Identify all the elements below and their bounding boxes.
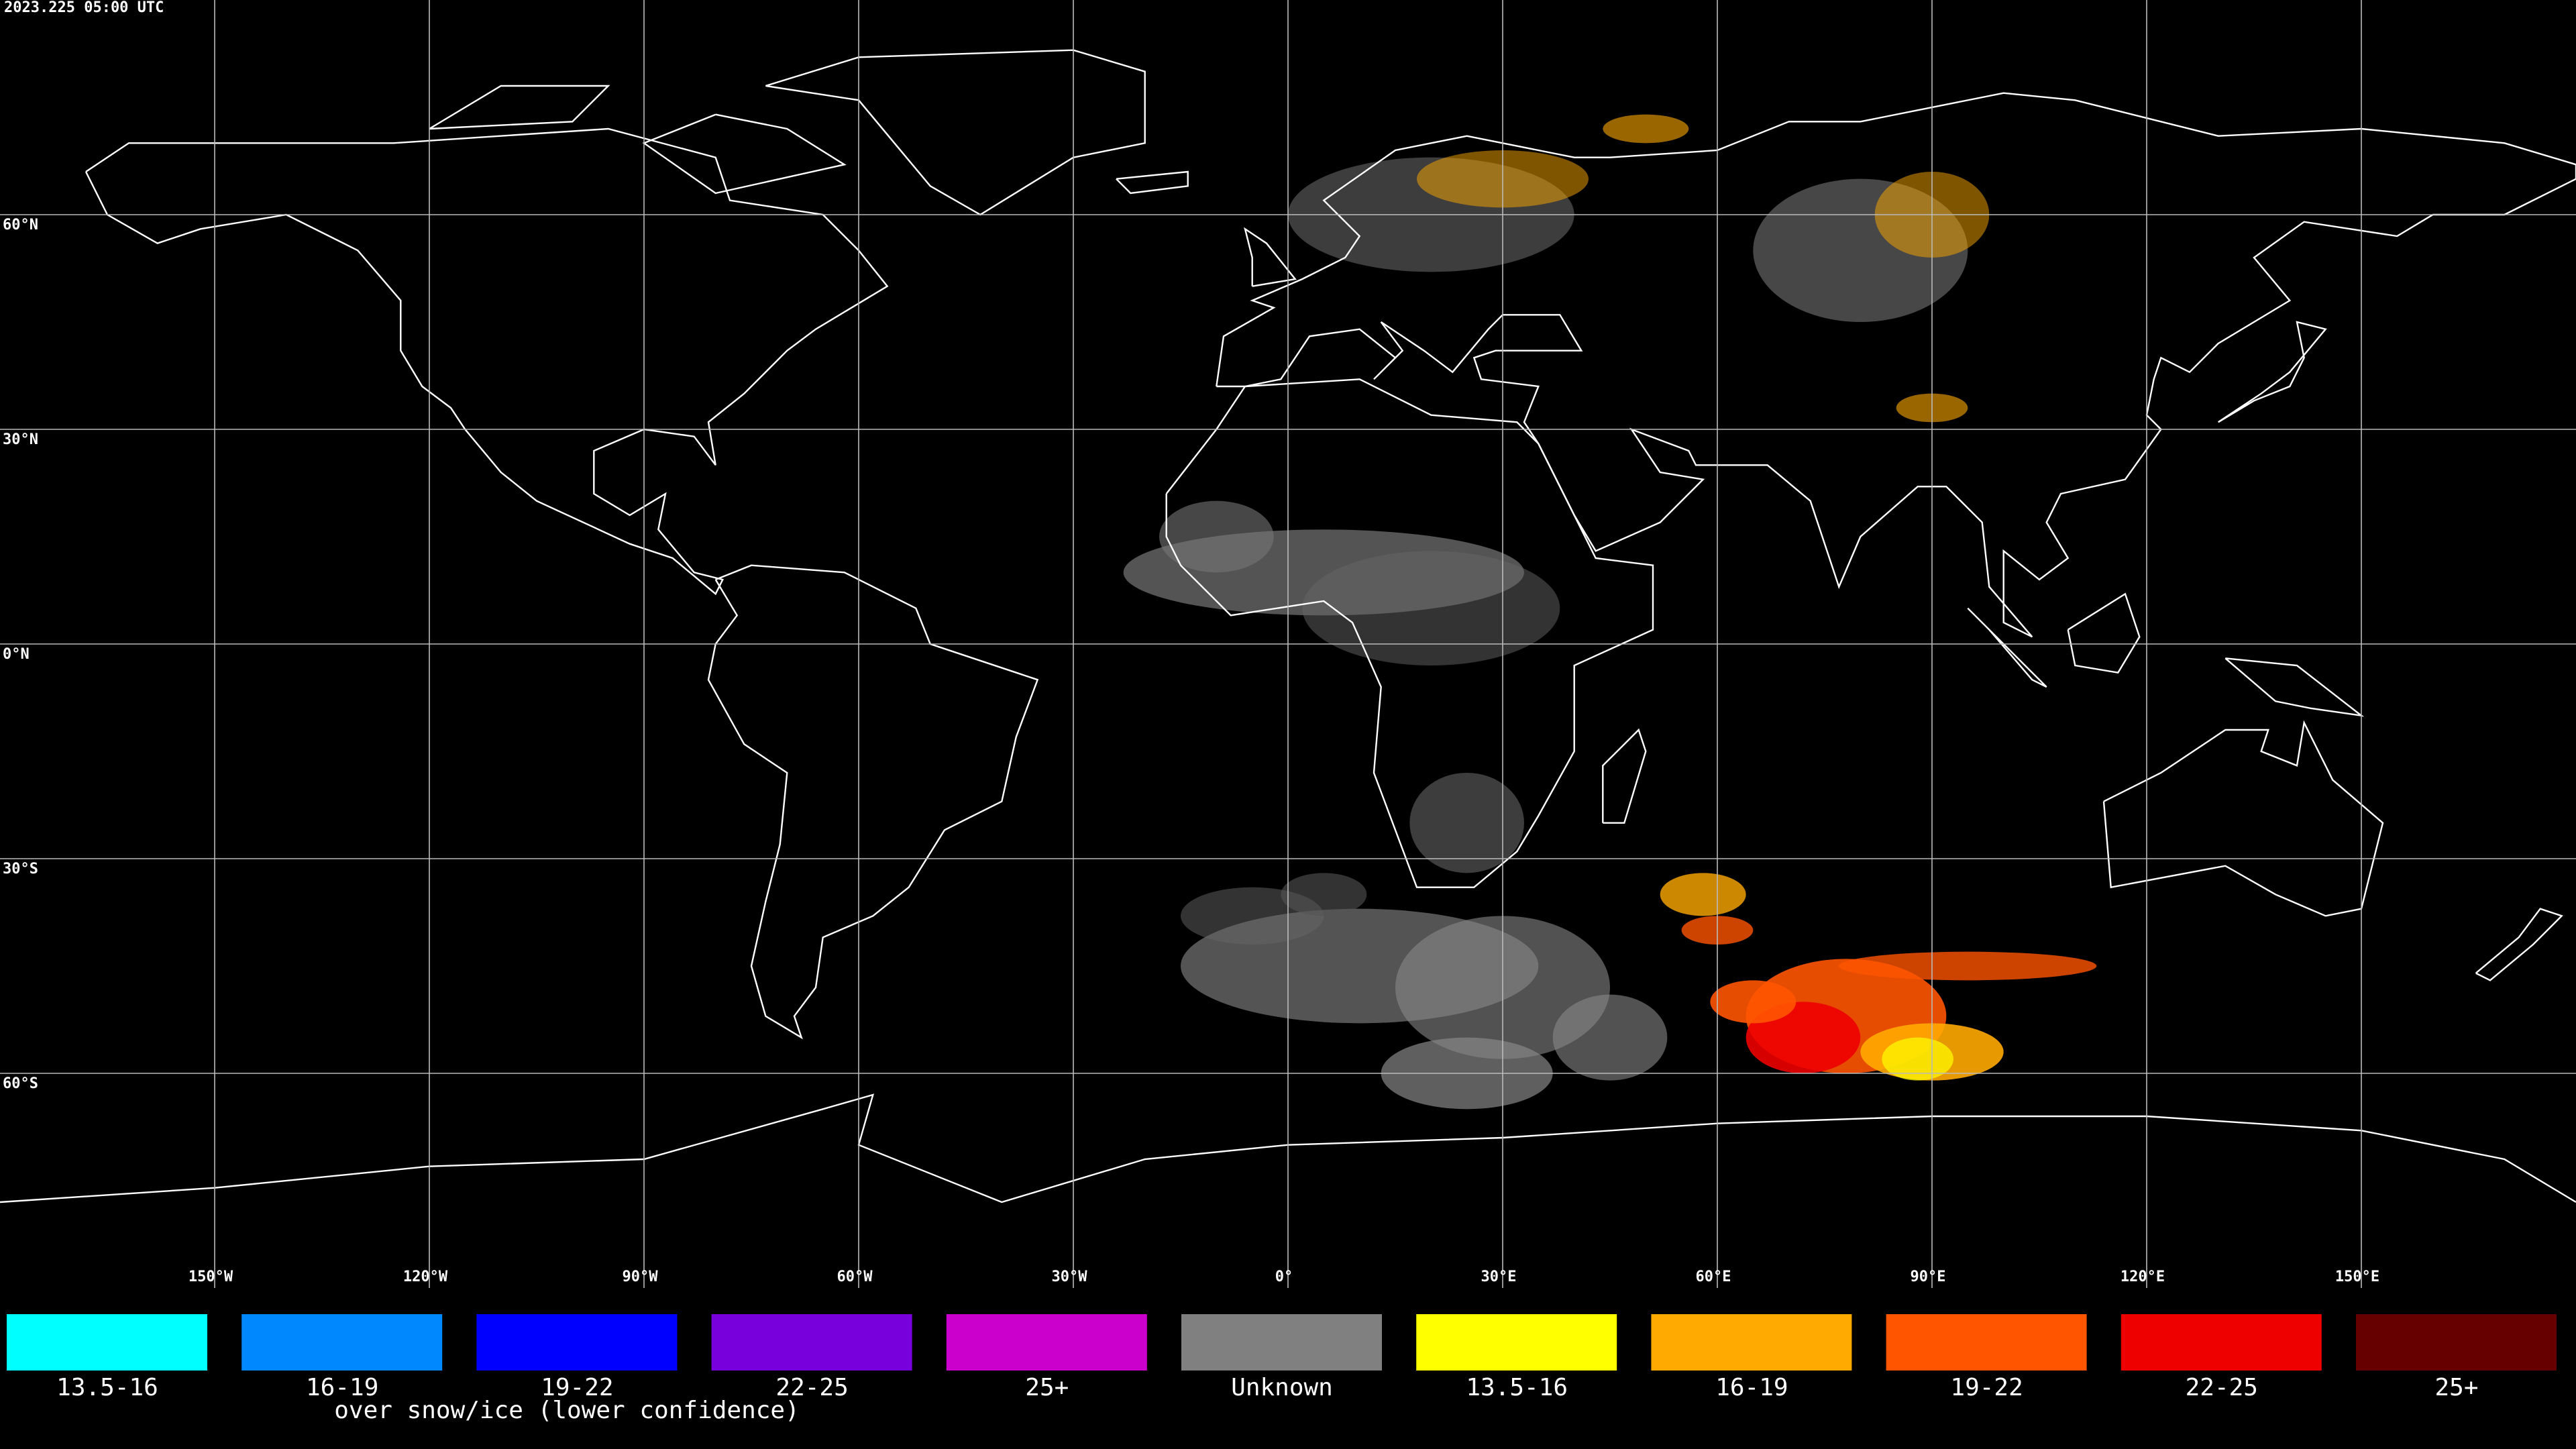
legend-label: 19-22 bbox=[541, 1374, 613, 1401]
legend-swatch bbox=[1886, 1314, 2087, 1371]
cloud-patch bbox=[1882, 1037, 1954, 1081]
cloud-patch bbox=[1603, 114, 1689, 144]
coastline bbox=[642, 113, 847, 195]
legend-label: 22-25 bbox=[775, 1374, 848, 1401]
legend-label: 13.5-16 bbox=[1466, 1374, 1568, 1401]
longitude-label: 150°W bbox=[189, 1269, 233, 1285]
coastline bbox=[429, 85, 610, 130]
coastline bbox=[2102, 720, 2384, 917]
longitude-label: 30°E bbox=[1481, 1269, 1517, 1285]
legend-label: 13.5-16 bbox=[56, 1374, 158, 1401]
longitude-label: 0° bbox=[1275, 1269, 1293, 1285]
timestamp: 2023.225 05:00 UTC bbox=[4, 0, 164, 16]
legend-label: 25+ bbox=[2434, 1374, 2478, 1401]
latitude-label: 0°N bbox=[3, 646, 30, 663]
cloud-patch bbox=[1281, 873, 1367, 916]
longitude-label: 90°E bbox=[1911, 1269, 1946, 1285]
legend-swatch bbox=[946, 1314, 1147, 1371]
coastline bbox=[1116, 170, 1189, 195]
coastline bbox=[2067, 592, 2141, 674]
legend-label: 19-22 bbox=[1950, 1374, 2023, 1401]
cloud-patch bbox=[1710, 980, 1796, 1024]
longitude-label: 120°E bbox=[2121, 1269, 2165, 1285]
cloud-patch bbox=[1409, 773, 1525, 873]
legend-note: over snow/ice (lower confidence) bbox=[334, 1397, 800, 1424]
legend-swatch bbox=[1416, 1314, 1617, 1371]
latitude-label: 30°N bbox=[3, 431, 38, 448]
legend-label: Unknown bbox=[1231, 1374, 1333, 1401]
legend-swatch bbox=[7, 1314, 207, 1371]
longitude-label: 90°W bbox=[623, 1269, 659, 1285]
longitude-label: 150°E bbox=[2335, 1269, 2379, 1285]
cloud-patch bbox=[1302, 551, 1560, 666]
legend-swatch bbox=[241, 1314, 443, 1371]
longitude-label: 30°W bbox=[1052, 1269, 1088, 1285]
coastline bbox=[2475, 908, 2563, 981]
cloud-patch bbox=[1159, 500, 1274, 573]
longitude-label: 60°E bbox=[1696, 1269, 1731, 1285]
legend-label: 22-25 bbox=[2186, 1374, 2258, 1401]
legend-swatch bbox=[476, 1314, 678, 1371]
coastline bbox=[2218, 321, 2327, 423]
coastline bbox=[0, 1093, 2576, 1203]
coastline bbox=[2224, 657, 2365, 717]
legend-label: 16-19 bbox=[306, 1374, 378, 1401]
coastline bbox=[85, 127, 889, 596]
coastline bbox=[1602, 728, 1647, 824]
latitude-label: 60°S bbox=[3, 1075, 38, 1092]
longitude-label: 60°W bbox=[837, 1269, 873, 1285]
latitude-label: 60°N bbox=[3, 217, 38, 233]
legend: 13.5-16 16-19 19-22 22-25 25+ Unknown 13.5-16 1… bbox=[7, 1314, 2557, 1424]
latitude-label: 30°S bbox=[3, 861, 38, 877]
legend-label: 25+ bbox=[1025, 1374, 1069, 1401]
legend-swatch bbox=[2121, 1314, 2322, 1371]
cloud-patch bbox=[1660, 873, 1746, 916]
cloud-patch bbox=[1839, 951, 2097, 981]
legend-label: 16-19 bbox=[1715, 1374, 1788, 1401]
legend-swatch bbox=[2356, 1314, 2557, 1371]
coastline bbox=[1165, 378, 1654, 888]
legend-swatch bbox=[711, 1314, 912, 1371]
legend-swatch bbox=[1651, 1314, 1852, 1371]
graticule bbox=[0, 0, 2576, 1288]
cloud-patch bbox=[1552, 994, 1668, 1081]
cloud-data bbox=[1123, 114, 2097, 1110]
longitude-label: 120°W bbox=[403, 1269, 448, 1285]
legend-swatch bbox=[1181, 1314, 1382, 1371]
coastline bbox=[1967, 607, 2047, 688]
coastline bbox=[1216, 92, 2576, 638]
labels: 60°N 30°N 0°N 30°S 60°S 150°W 120°W 90°W 60°W 30°… bbox=[3, 217, 2379, 1285]
